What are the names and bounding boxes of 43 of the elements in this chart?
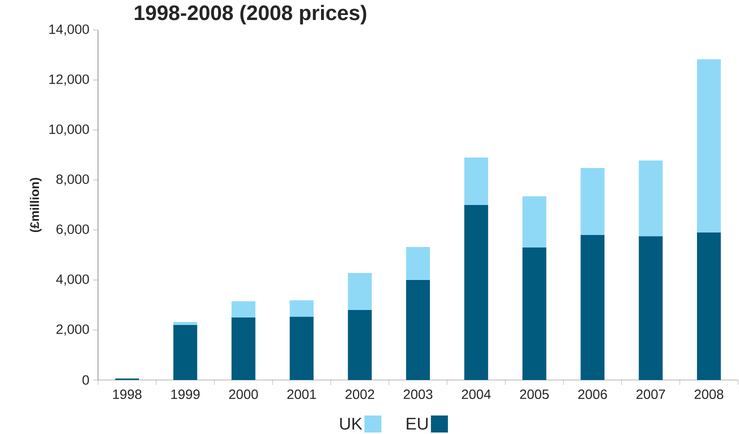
- x-tick-label: 2007: [636, 390, 666, 400]
- bar: [232, 301, 256, 318]
- bar: [638, 160, 663, 236]
- bar: [696, 59, 721, 232]
- bar: [406, 280, 430, 380]
- bar: [638, 236, 663, 380]
- bar: [580, 168, 604, 235]
- y-axis-title: (£million): [30, 178, 42, 232]
- x-tick-label: 1998: [113, 390, 142, 400]
- x-tick-label: 2001: [287, 390, 316, 400]
- bar: [464, 205, 488, 380]
- y-tick-label: 2,000: [56, 324, 89, 336]
- y-tick-label: 0: [82, 375, 89, 385]
- bar: [580, 235, 604, 380]
- bar: [173, 325, 198, 380]
- x-tick-label: 2006: [578, 390, 607, 400]
- legend-label: UK: [340, 418, 362, 430]
- bar: [290, 300, 314, 317]
- bar: [464, 157, 488, 205]
- x-tick-label: 2008: [694, 390, 724, 400]
- y-tick-label: 14,000: [49, 24, 89, 36]
- y-tick-label: 12,000: [49, 74, 89, 86]
- bar: [290, 316, 314, 380]
- bar: [406, 247, 430, 280]
- bar: [348, 310, 372, 380]
- bar: [696, 232, 721, 380]
- y-tick-label: 8,000: [56, 174, 89, 186]
- bar: [348, 273, 372, 310]
- y-tick-label: 4,000: [56, 274, 89, 286]
- bar: [173, 322, 198, 325]
- legend-label: EU: [406, 418, 428, 430]
- bar: [522, 248, 546, 380]
- y-tick-label: 6,000: [56, 224, 89, 236]
- bar: [232, 318, 256, 380]
- x-tick-label: 1999: [171, 390, 200, 400]
- x-tick-label: 2004: [462, 390, 491, 400]
- bar: [522, 196, 546, 248]
- x-tick-label: 2000: [229, 390, 258, 400]
- x-tick-label: 2003: [404, 390, 432, 400]
- x-tick-label: 2005: [520, 390, 549, 400]
- chart-title: 1998-2008 (2008 prices): [134, 4, 366, 24]
- y-tick-label: 10,000: [49, 124, 89, 136]
- x-tick-label: 2002: [346, 390, 374, 400]
